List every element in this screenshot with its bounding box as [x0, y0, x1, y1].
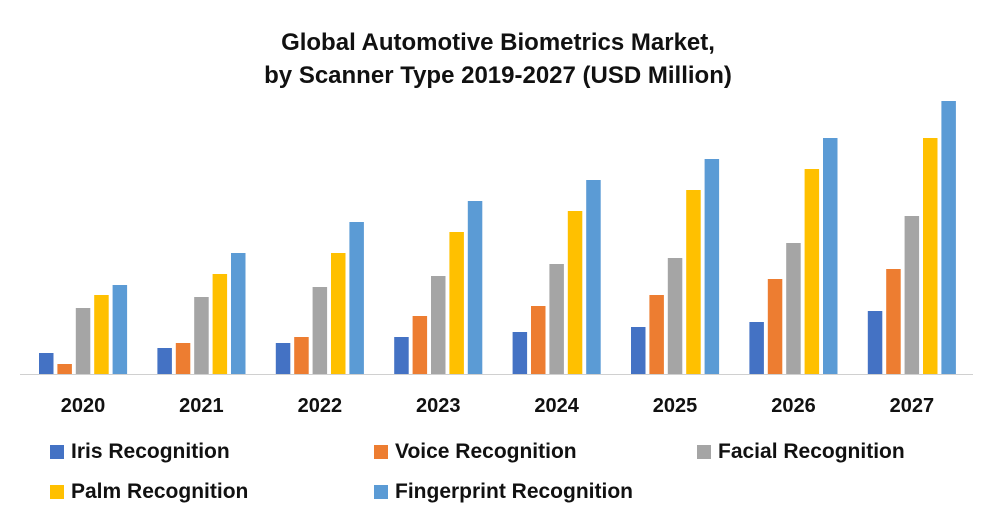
bar-fingerprint-recognition-2021 — [231, 253, 246, 374]
bar-palm-recognition-2027 — [923, 138, 938, 374]
bar-palm-recognition-2022 — [331, 253, 346, 374]
bar-palm-recognition-2026 — [804, 169, 820, 374]
legend-item-voice-recognition: Voice Recognition — [374, 440, 577, 464]
legend-label: Iris Recognition — [71, 440, 230, 463]
bar-voice-recognition-2027 — [886, 269, 901, 374]
bar-voice-recognition-2024 — [531, 306, 546, 374]
bar-iris-recognition-2022 — [275, 343, 291, 374]
x-tick-label: 2024 — [534, 395, 579, 417]
bar-voice-recognition-2021 — [175, 343, 191, 374]
bar-fingerprint-recognition-2025 — [704, 159, 720, 374]
legend-item-facial-recognition: Facial Recognition — [697, 440, 905, 464]
bar-facial-recognition-2022 — [312, 287, 328, 374]
bar-facial-recognition-2027 — [904, 216, 920, 374]
bar-fingerprint-recognition-2020 — [112, 285, 128, 374]
bar-palm-recognition-2025 — [686, 190, 701, 374]
chart-title-line-1: Global Automotive Biometrics Market, — [281, 29, 715, 56]
bar-facial-recognition-2021 — [194, 297, 209, 374]
chart-title-line-2: by Scanner Type 2019-2027 (USD Million) — [264, 62, 732, 89]
bar-iris-recognition-2024 — [512, 332, 528, 374]
legend-label: Fingerprint Recognition — [395, 480, 633, 503]
bar-fingerprint-recognition-2024 — [586, 180, 601, 374]
x-tick-label: 2020 — [61, 395, 106, 417]
legend-item-fingerprint-recognition: Fingerprint Recognition — [374, 480, 633, 504]
legend-swatch-icon — [697, 445, 711, 459]
legend-swatch-icon — [374, 445, 388, 459]
bar-palm-recognition-2020 — [94, 295, 109, 374]
legend-label: Palm Recognition — [71, 480, 249, 503]
bar-facial-recognition-2025 — [667, 258, 683, 374]
legend-swatch-icon — [374, 485, 388, 499]
bar-voice-recognition-2026 — [767, 279, 783, 374]
bar-iris-recognition-2021 — [157, 348, 172, 374]
legend-swatch-icon — [50, 445, 64, 459]
bar-iris-recognition-2020 — [39, 353, 54, 374]
bar-facial-recognition-2020 — [75, 308, 91, 374]
legend-item-palm-recognition: Palm Recognition — [50, 480, 248, 504]
x-tick-label: 2026 — [771, 395, 816, 417]
bar-voice-recognition-2025 — [649, 295, 664, 374]
bar-fingerprint-recognition-2027 — [941, 101, 956, 374]
x-tick-label: 2025 — [653, 395, 698, 417]
legend-label: Facial Recognition — [718, 440, 905, 463]
bar-palm-recognition-2021 — [212, 274, 228, 374]
bar-voice-recognition-2020 — [57, 364, 72, 374]
bar-iris-recognition-2027 — [867, 311, 883, 374]
bar-voice-recognition-2023 — [412, 316, 428, 374]
legend-swatch-icon — [50, 485, 64, 499]
bar-iris-recognition-2025 — [631, 327, 646, 374]
bar-palm-recognition-2024 — [567, 211, 583, 374]
legend-item-iris-recognition: Iris Recognition — [50, 440, 230, 464]
bar-fingerprint-recognition-2026 — [823, 138, 838, 374]
bar-iris-recognition-2026 — [749, 322, 764, 374]
bar-fingerprint-recognition-2022 — [349, 222, 364, 374]
x-tick-label: 2023 — [416, 395, 461, 417]
bar-facial-recognition-2026 — [786, 243, 801, 374]
bar-voice-recognition-2022 — [294, 337, 309, 374]
legend-label: Voice Recognition — [395, 440, 577, 463]
x-tick-label: 2021 — [179, 395, 224, 417]
x-tick-label: 2022 — [298, 395, 343, 417]
bar-fingerprint-recognition-2023 — [467, 201, 483, 374]
bar-facial-recognition-2024 — [549, 264, 564, 374]
bar-palm-recognition-2023 — [449, 232, 464, 374]
x-tick-label: 2027 — [890, 395, 935, 417]
bar-iris-recognition-2023 — [394, 337, 409, 374]
bar-facial-recognition-2023 — [431, 276, 446, 374]
